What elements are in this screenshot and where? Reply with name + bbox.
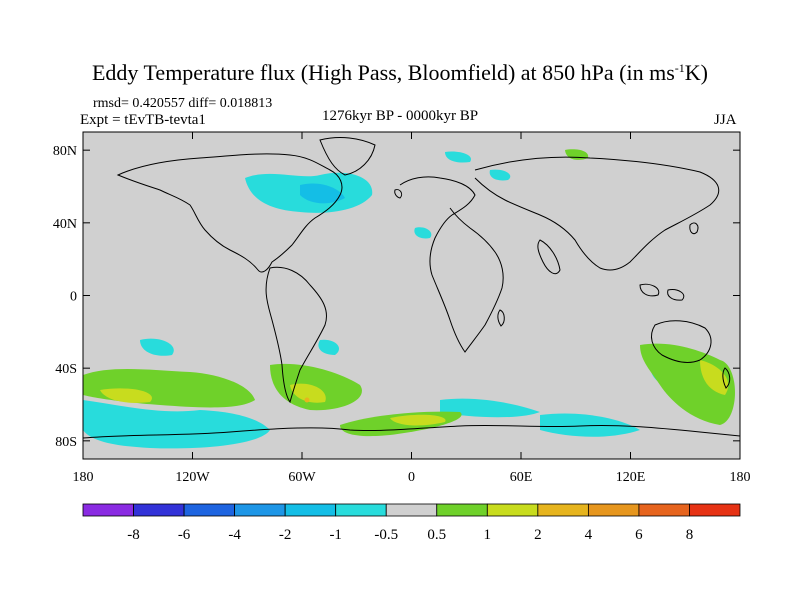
- season-label: JJA: [714, 112, 737, 128]
- coast-asia: [474, 156, 720, 271]
- colorbar-swatch: [689, 503, 741, 517]
- colorbar-label: 8: [686, 527, 694, 543]
- anomaly-contours: [83, 149, 735, 449]
- colorbar-label: -6: [178, 527, 191, 543]
- colorbar-label: 4: [585, 527, 593, 543]
- colorbar-swatch: [335, 503, 387, 517]
- coast-south-america: [265, 266, 327, 404]
- anomaly-region-weddell-core: [390, 414, 446, 426]
- statistics-label: rmsd= 0.420557 diff= 0.018813: [93, 96, 273, 111]
- anomaly-region-north-america-core: [300, 183, 345, 204]
- colorbar-label: -4: [228, 527, 241, 543]
- colorbar-swatch: [183, 503, 236, 517]
- colorbar-label: 2: [534, 527, 542, 543]
- coast-uk: [394, 189, 403, 199]
- colorbar-swatch: [638, 503, 690, 517]
- lon-tick-label: 60E: [510, 470, 533, 485]
- lon-tick-label: 120W: [175, 470, 210, 485]
- colorbar-label: 0.5: [427, 527, 446, 543]
- coast-india: [537, 239, 561, 275]
- title-main: Eddy Temperature flux (High Pass, Bloomf…: [91, 60, 675, 85]
- anomaly-region-south-america-west: [318, 339, 340, 355]
- title-unit-tail: K): [684, 60, 708, 85]
- lon-tick-label: 180: [73, 470, 94, 485]
- anomaly-region-southern-ocean-atlantic: [440, 398, 540, 418]
- title-superscript: -1: [674, 61, 685, 75]
- lat-tick-label: 80S: [55, 435, 77, 450]
- colorbar-label: 1: [484, 527, 492, 543]
- coast-japan: [689, 222, 699, 235]
- coastlines: [83, 137, 740, 439]
- colorbar-swatch: [133, 503, 185, 517]
- colorbar: -8 -6 -4 -2 -1 -0.5 0.5 1 2 4 6 8: [82, 503, 741, 543]
- colorbar-label: -0.5: [374, 527, 398, 543]
- coast-new-guinea: [667, 289, 685, 301]
- lat-tick-label: 0: [70, 290, 77, 305]
- coast-madagascar: [497, 309, 505, 327]
- anomaly-region-mid-atlantic: [414, 227, 432, 239]
- latitude-axis: 80N 40N 0 40S 80S: [53, 144, 740, 450]
- coast-greenland: [319, 137, 376, 176]
- lat-tick-label: 40S: [55, 362, 77, 377]
- colorbar-swatch: [587, 503, 640, 517]
- anomaly-region-south-pacific: [140, 338, 174, 356]
- experiment-label: Expt = tEvTB-tevta1: [80, 112, 206, 128]
- anomaly-region-tasman-positive: [640, 343, 735, 425]
- anomaly-region-europe: [489, 169, 511, 181]
- colorbar-swatch: [537, 503, 589, 517]
- colorbar-label: -1: [329, 527, 342, 543]
- colorbar-swatch: [436, 503, 488, 517]
- longitude-axis: 180 120W 60W 0 60E 120E 180: [73, 132, 751, 485]
- colorbar-swatch: [284, 503, 337, 517]
- lon-tick-label: 120E: [616, 470, 646, 485]
- coast-australia: [651, 320, 712, 363]
- map-background: [83, 132, 740, 459]
- anomaly-region-south-atlantic-core: [290, 383, 326, 403]
- lon-tick-label: 60W: [288, 470, 316, 485]
- anomaly-region-south-pacific-core: [100, 388, 152, 403]
- colorbar-label: -2: [279, 527, 292, 543]
- anomaly-region-arctic-europe: [445, 151, 471, 163]
- lat-tick-label: 40N: [53, 217, 77, 232]
- colorbar-swatch: [234, 503, 286, 517]
- colorbar-label: 6: [635, 527, 643, 543]
- lat-tick-label: 80N: [53, 144, 77, 159]
- colorbar-swatch: [486, 503, 539, 517]
- coast-north-america: [116, 153, 343, 273]
- coast-europe-africa: [399, 176, 504, 353]
- colorbar-label: -8: [127, 527, 140, 543]
- coast-indonesia: [639, 283, 660, 297]
- chart-title: Eddy Temperature flux (High Pass, Bloomf…: [0, 60, 800, 86]
- anomaly-region-southern-ocean-pacific: [83, 400, 270, 449]
- lon-tick-label: 180: [730, 470, 751, 485]
- period-label: 1276kyr BP - 0000kyr BP: [322, 108, 479, 124]
- coast-new-zealand: [722, 367, 731, 389]
- colorbar-swatch: [82, 503, 134, 517]
- colorbar-swatch: [385, 503, 438, 517]
- coast-antarctica: [83, 424, 740, 439]
- lon-tick-label: 0: [408, 470, 415, 485]
- anomaly-region-tasman-core: [700, 360, 729, 395]
- anomaly-region-south-atlantic-peak: [304, 397, 310, 403]
